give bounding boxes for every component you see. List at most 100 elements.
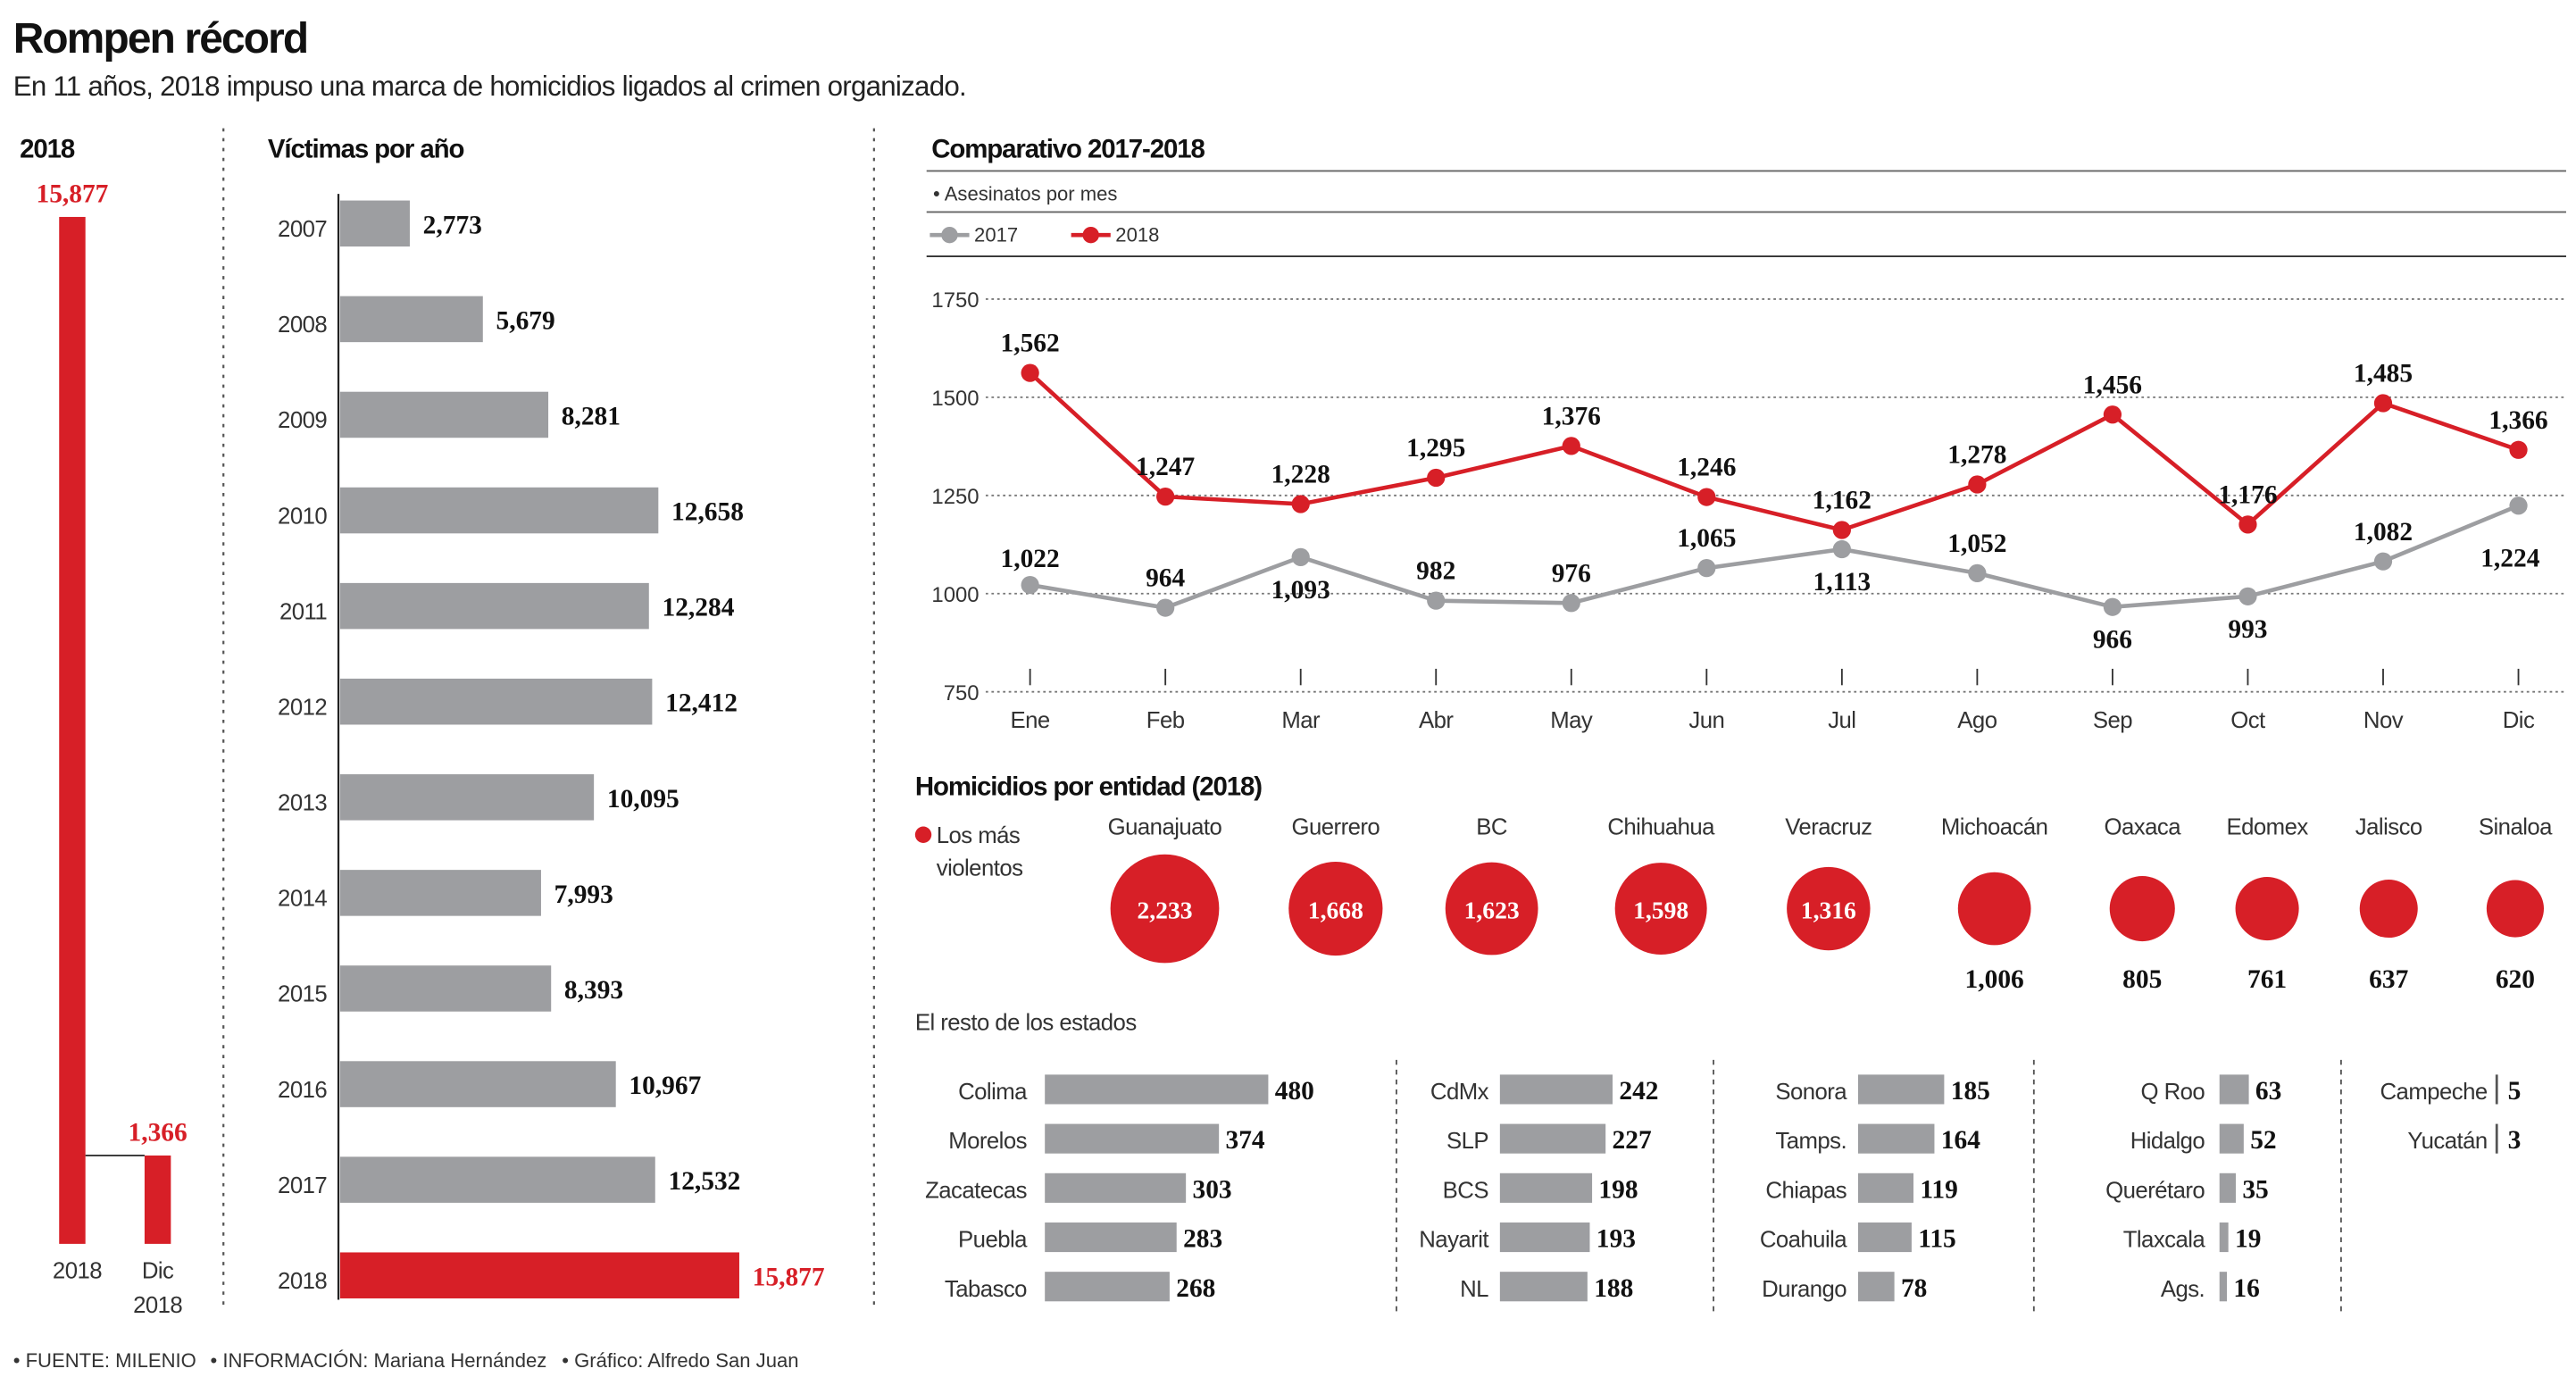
bubble-value-label: 1,598 — [1633, 897, 1688, 924]
bar-Q Roo — [2219, 1074, 2249, 1105]
data-point-2017 — [2103, 597, 2122, 616]
bar-value-label: 1,366 — [129, 1118, 188, 1147]
data-point-2018 — [2509, 440, 2528, 459]
bar-value-label: 185 — [1951, 1077, 1990, 1106]
data-label-2017: 1,082 — [2354, 518, 2413, 547]
x-tick-label: Jun — [1688, 708, 1724, 733]
x-tick-label: May — [1550, 708, 1593, 733]
bar-2017 — [339, 1156, 655, 1203]
bar-value-label: 115 — [1918, 1225, 1956, 1254]
state-name: BCS — [1443, 1178, 1488, 1203]
data-point-2018 — [1697, 488, 1716, 506]
data-point-2017 — [1156, 598, 1175, 617]
bubble-Sinaloa — [2486, 880, 2544, 938]
bar-Sonora — [1857, 1074, 1945, 1105]
bubble-Chihuahua — [1614, 863, 1707, 956]
state-name: Q Roo — [2141, 1080, 2205, 1105]
state-name: Coahuila — [1760, 1228, 1847, 1253]
y-tick-label: 2009 — [278, 408, 327, 433]
state-name: Tlaxcala — [2123, 1228, 2206, 1253]
x-tick-label: Mar — [1281, 708, 1321, 733]
bubble-value-label: 1,316 — [1801, 897, 1856, 924]
legend-label: 2017 — [974, 224, 1018, 246]
bar-value-label: 164 — [1941, 1126, 1980, 1155]
bar-value-label: 374 — [1226, 1126, 1265, 1155]
data-point-2017 — [1562, 594, 1580, 613]
comparison-subtitle: • Asesinatos por mes — [933, 183, 1117, 205]
bar-1 — [144, 1155, 171, 1244]
data-point-2018 — [1427, 468, 1446, 488]
bar-value-label: 480 — [1275, 1077, 1314, 1106]
entity-name: Sinaloa — [2479, 815, 2553, 840]
x-tick-label: Oct — [2230, 708, 2265, 733]
bubble-value-label: 2,233 — [1137, 897, 1192, 924]
bar-2012 — [339, 678, 653, 725]
state-name: Morelos — [948, 1129, 1027, 1154]
state-name: Zacatecas — [925, 1178, 1027, 1203]
y-tick-label: 2008 — [278, 313, 327, 338]
legend-label: violentos — [937, 856, 1023, 881]
y-tick-label: 2016 — [278, 1078, 327, 1103]
footer-source: • FUENTE: MILENIO — [13, 1349, 196, 1372]
bubble-Veracruz — [1787, 866, 1871, 951]
bubble-BC — [1445, 862, 1538, 956]
data-label-2017: 1,093 — [1271, 576, 1330, 605]
data-label-2018: 1,562 — [1001, 330, 1060, 358]
bar-Durango — [1857, 1272, 1895, 1302]
bar-2008 — [339, 296, 483, 343]
x-tick-label: Ago — [1957, 708, 1997, 733]
state-name: Yucatán — [2407, 1129, 2487, 1154]
data-label-2018: 1,456 — [2083, 371, 2142, 399]
data-point-2018 — [1562, 437, 1580, 455]
data-point-2018 — [1021, 363, 1039, 382]
bar-value-label: 268 — [1176, 1274, 1215, 1303]
bar-value-label: 63 — [2255, 1077, 2281, 1106]
bar-2013 — [339, 774, 595, 821]
bar-Puebla — [1045, 1222, 1177, 1253]
data-label-2017: 1,224 — [2480, 544, 2539, 572]
bubble-Jalisco — [2359, 880, 2418, 939]
bar-value-label: 193 — [1596, 1225, 1636, 1254]
bar-value-label: 15,877 — [753, 1263, 825, 1291]
state-name: Campeche — [2380, 1080, 2488, 1105]
state-name: Puebla — [958, 1228, 1028, 1253]
data-label-2017: 993 — [2228, 615, 2267, 644]
bar-2014 — [339, 870, 541, 916]
data-label-2018: 1,162 — [1813, 487, 1872, 515]
bar-Tlaxcala — [2219, 1222, 2229, 1253]
bar-value-label: 12,532 — [668, 1167, 740, 1196]
bar-value-label: 7,993 — [554, 880, 613, 909]
legend-marker — [941, 226, 958, 244]
bar-value-label: 12,658 — [671, 498, 744, 527]
footer-info: • INFORMACIÓN: Mariana Hernández — [211, 1349, 547, 1372]
state-name: NL — [1460, 1277, 1488, 1302]
bar-2009 — [339, 391, 549, 438]
state-name: Tabasco — [945, 1277, 1027, 1302]
entity-name: Chihuahua — [1607, 815, 1715, 840]
y-tick-label: 2007 — [278, 217, 327, 242]
bubble-value-label: 637 — [2369, 965, 2408, 994]
data-point-2017 — [1291, 547, 1310, 566]
x-tick-label: Ene — [1011, 708, 1050, 733]
page-subtitle: En 11 años, 2018 impuso una marca de hom… — [13, 71, 966, 102]
legend-label: 2018 — [1115, 224, 1159, 246]
bar-value-label: 78 — [1901, 1274, 1927, 1303]
y-tick-label: 1000 — [931, 583, 979, 607]
bar-value-label: 12,284 — [663, 594, 735, 622]
entity-name: Jalisco — [2355, 815, 2422, 840]
bubble-Michoacán — [1957, 872, 2031, 946]
y-tick-label: 750 — [944, 681, 980, 705]
state-name: Tamps. — [1775, 1129, 1847, 1154]
data-point-2017 — [1021, 575, 1039, 595]
legend-marker — [1082, 226, 1099, 244]
bar-BCS — [1499, 1173, 1593, 1203]
x-tick-label: Abr — [1419, 708, 1454, 733]
bar-Tamps. — [1857, 1123, 1935, 1154]
bar-Zacatecas — [1045, 1173, 1187, 1203]
x-tick-label: 2018 — [53, 1259, 102, 1284]
bubble-Guerrero — [1288, 861, 1383, 956]
comparison-title: Comparativo 2017-2018 — [931, 135, 1205, 164]
entity-name: Edomex — [2227, 815, 2309, 840]
bar-Coahuila — [1857, 1222, 1912, 1253]
